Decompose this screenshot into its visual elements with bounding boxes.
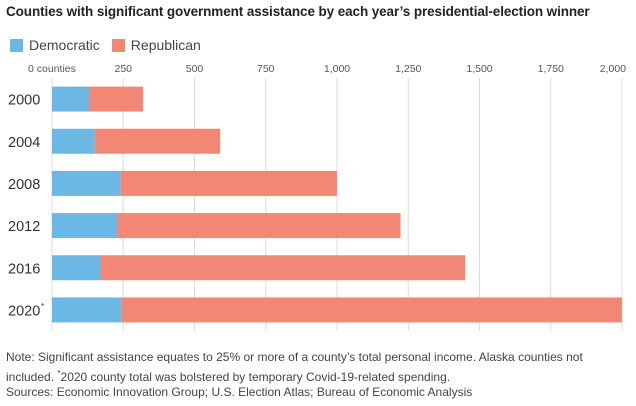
legend-item-democratic: Democratic bbox=[10, 37, 100, 53]
x-tick-label-250: 250 bbox=[114, 63, 132, 75]
legend-label-republican: Republican bbox=[130, 37, 201, 53]
x-tick-label-1000: 1,000 bbox=[324, 63, 350, 75]
note-text: Note: Significant assistance equates to … bbox=[6, 350, 632, 385]
x-tick-label-750: 750 bbox=[257, 63, 275, 75]
x-axis-ticks: 0 counties 250 500 750 1,000 1,250 1,500 1,750 2… bbox=[28, 63, 626, 75]
sources-text: Sources: Economic Innovation Group; U.S.… bbox=[6, 385, 473, 399]
bars bbox=[52, 86, 622, 323]
bar-democratic-2000 bbox=[52, 86, 90, 112]
chart-legend: Democratic Republican bbox=[10, 37, 213, 53]
bar-democratic-2008 bbox=[52, 170, 121, 196]
bar-democratic-2012 bbox=[52, 213, 117, 239]
legend-swatch-democratic bbox=[10, 38, 23, 52]
bar-republican-2020 bbox=[121, 297, 622, 323]
y-category-label-2016: 2016 bbox=[8, 261, 40, 277]
legend-label-democratic: Democratic bbox=[29, 37, 100, 53]
x-tick-label-1250: 1,250 bbox=[395, 63, 421, 75]
bar-democratic-2004 bbox=[52, 128, 95, 154]
y-category-label-2020: 2020 bbox=[8, 303, 40, 319]
y-category-label-2000: 2000 bbox=[8, 93, 40, 109]
bar-republican-2000 bbox=[89, 86, 144, 112]
y-category-label-2012: 2012 bbox=[8, 219, 40, 235]
stacked-bar-chart: 0 counties 250 500 750 1,000 1,250 1,500 1,750 2… bbox=[8, 63, 626, 331]
chart-title: Counties with significant government ass… bbox=[6, 4, 590, 19]
note-part-2: 2020 county total was bolstered by tempo… bbox=[60, 369, 451, 384]
x-tick-label-2000: 2,000 bbox=[600, 63, 626, 75]
legend-item-republican: Republican bbox=[111, 37, 201, 53]
grid-lines bbox=[51, 78, 623, 331]
y-category-superscript-2020: * bbox=[41, 302, 44, 311]
x-tick-label-1500: 1,500 bbox=[466, 63, 492, 75]
bar-republican-2012 bbox=[116, 213, 401, 239]
x-tick-label-0: 0 counties bbox=[28, 63, 76, 75]
bar-republican-2016 bbox=[100, 255, 466, 281]
x-tick-label-500: 500 bbox=[186, 63, 204, 75]
y-axis-categories: 2000 2004 2008 2012 2016 2020 * bbox=[8, 93, 44, 320]
bar-republican-2004 bbox=[94, 128, 221, 154]
bar-democratic-2020 bbox=[52, 297, 122, 323]
note-marker: * bbox=[57, 368, 61, 378]
bar-democratic-2016 bbox=[52, 255, 101, 281]
legend-swatch-republican bbox=[111, 38, 125, 52]
y-category-label-2004: 2004 bbox=[8, 135, 40, 151]
y-category-label-2008: 2008 bbox=[8, 177, 40, 193]
bar-republican-2008 bbox=[120, 170, 338, 196]
note-part-1: Note: Significant assistance equates to … bbox=[6, 350, 583, 384]
x-tick-label-1750: 1,750 bbox=[538, 63, 564, 75]
chart-notes: Note: Significant assistance equates to … bbox=[6, 350, 632, 401]
